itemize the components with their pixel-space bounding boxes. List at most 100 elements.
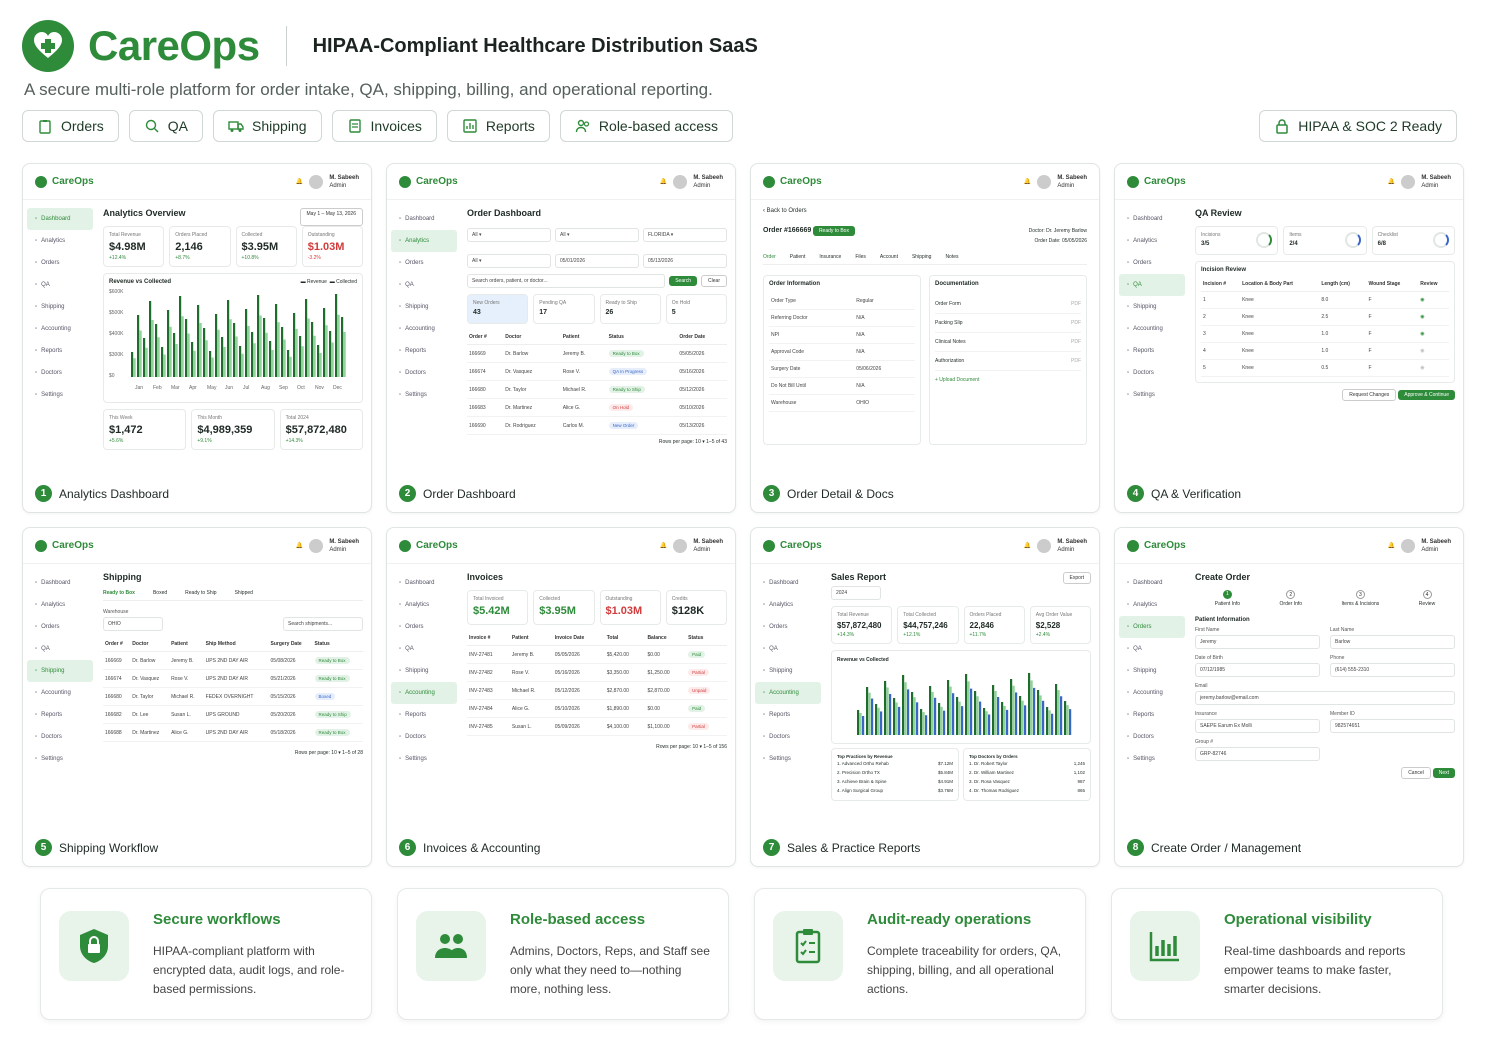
pill-orders[interactable]: Orders xyxy=(22,110,119,142)
sidebar-item-accounting[interactable]: ▫ Accounting xyxy=(23,318,97,340)
field-input[interactable]: 982574651 xyxy=(1330,719,1455,733)
sidebar-item-reports[interactable]: ▫ Reports xyxy=(1115,340,1189,362)
sidebar-item-orders[interactable]: ▫ Orders xyxy=(387,616,461,638)
sidebar-item-reports[interactable]: ▫ Reports xyxy=(751,704,825,726)
sidebar-item-doctors[interactable]: ▫ Doctors xyxy=(1115,726,1189,748)
upload-document-link[interactable]: + Upload Document xyxy=(935,377,980,383)
sidebar-item-analytics[interactable]: ▫ Analytics xyxy=(1115,594,1189,616)
table-row[interactable]: 166680 Dr. Taylor Michael R. Ready to Ship 0… xyxy=(467,380,727,399)
sidebar-item-qa[interactable]: ▫ QA xyxy=(23,638,97,660)
sidebar-item-analytics[interactable]: ▫ Analytics xyxy=(23,594,97,616)
card-order-detail[interactable]: CareOps 🔔 M. Sabeeh Admin ‹ Back to Orders … xyxy=(750,163,1100,513)
sidebar-item-doctors[interactable]: ▫ Doctors xyxy=(1115,362,1189,384)
sidebar-item-doctors[interactable]: ▫ Doctors xyxy=(23,726,97,748)
tab-boxed[interactable]: Boxed xyxy=(152,590,168,596)
sidebar-item-shipping[interactable]: ▫ Shipping xyxy=(387,660,461,682)
tab-patient[interactable]: Patient xyxy=(789,254,806,260)
field-input[interactable]: 07/12/1985 xyxy=(1195,663,1320,677)
card-qa-verification[interactable]: CareOps 🔔 M. Sabeeh Admin ▫ Dashboard ▫ Analyt… xyxy=(1114,163,1464,513)
card-invoices[interactable]: CareOps 🔔 M. Sabeeh Admin ▫ Dashboard ▫ Analyt… xyxy=(386,527,736,867)
card-shipping[interactable]: CareOps 🔔 M. Sabeeh Admin ▫ Dashboard ▫ Analyt… xyxy=(22,527,372,867)
shipping-tabs[interactable]: Ready to Box Boxed Ready to Ship Shipped xyxy=(103,590,363,601)
sidebar-item-dashboard[interactable]: ▫ Dashboard xyxy=(27,208,93,230)
sidebar-item-reports[interactable]: ▫ Reports xyxy=(23,340,97,362)
sidebar-item-orders[interactable]: ▫ Orders xyxy=(387,252,461,274)
document-item[interactable]: Order Form PDF xyxy=(935,295,1081,314)
field-input[interactable]: Barlow xyxy=(1330,635,1455,649)
sidebar-item-shipping[interactable]: ▫ Shipping xyxy=(1115,660,1189,682)
sidebar-item-shipping[interactable]: ▫ Shipping xyxy=(751,660,825,682)
table-row[interactable]: 166669 Dr. Barlow Jeremy B. Ready to Box 05/… xyxy=(467,344,727,363)
sidebar-item-doctors[interactable]: ▫ Doctors xyxy=(387,362,461,384)
table-row[interactable]: INV-27482 Rose V. 05/16/2026 $3,350.00 $1,25… xyxy=(467,663,727,682)
table-row[interactable]: 166680 Dr. Taylor Michael R. FEDEX OVERNIGH… xyxy=(103,687,363,706)
date-range-select[interactable]: May 1 – May 13, 2026 xyxy=(299,208,363,226)
pill-shipping[interactable]: Shipping xyxy=(213,110,322,142)
sidebar-item-orders[interactable]: ▫ Orders xyxy=(1115,252,1189,274)
table-row[interactable]: 166669 Dr. Barlow Jeremy B. UPS 2ND DAY AIR… xyxy=(103,651,363,670)
sidebar-item-doctors[interactable]: ▫ Doctors xyxy=(387,726,461,748)
sidebar-item-dashboard[interactable]: ▫ Dashboard xyxy=(387,208,461,230)
shipment-search[interactable]: Search shipments... xyxy=(283,617,363,631)
sidebar-item-qa[interactable]: ▫ QA xyxy=(751,638,825,660)
sidebar-item-accounting[interactable]: ▫ Accounting xyxy=(387,318,461,340)
sidebar-item-reports[interactable]: ▫ Reports xyxy=(1115,704,1189,726)
pill-role-based-access[interactable]: Role-based access xyxy=(559,110,733,142)
sidebar-item-doctors[interactable]: ▫ Doctors xyxy=(23,362,97,384)
sidebar-item-settings[interactable]: ▫ Settings xyxy=(751,748,825,770)
tab-ready-to-ship[interactable]: Ready to Ship xyxy=(185,590,217,596)
approve-button[interactable]: Approve & Continue xyxy=(1398,390,1455,400)
sidebar-item-reports[interactable]: ▫ Reports xyxy=(387,704,461,726)
sidebar-item-accounting[interactable]: ▫ Accounting xyxy=(1115,318,1189,340)
field-input[interactable]: GRP-82746 xyxy=(1195,747,1320,761)
sidebar-item-shipping[interactable]: ▫ Shipping xyxy=(27,660,93,682)
table-row[interactable]: INV-27484 Alice G. 05/10/2026 $1,890.00 $0.0… xyxy=(467,699,727,718)
tab-account[interactable]: Account xyxy=(879,254,898,260)
eye-icon[interactable]: ◉ xyxy=(1420,331,1425,337)
sidebar-item-analytics[interactable]: ▫ Analytics xyxy=(387,594,461,616)
sidebar-item-dashboard[interactable]: ▫ Dashboard xyxy=(751,572,825,594)
tab-shipped[interactable]: Shipped xyxy=(234,590,253,596)
sidebar-item-settings[interactable]: ▫ Settings xyxy=(387,384,461,406)
table-row[interactable]: INV-27483 Michael R. 05/12/2026 $2,870.00 $2… xyxy=(467,681,727,700)
sidebar-item-dashboard[interactable]: ▫ Dashboard xyxy=(387,572,461,594)
sidebar-item-dashboard[interactable]: ▫ Dashboard xyxy=(1115,572,1189,594)
export-button[interactable]: Export xyxy=(1062,572,1091,584)
sidebar-item-orders[interactable]: ▫ Orders xyxy=(751,616,825,638)
warehouse-select[interactable]: OHIO xyxy=(103,617,163,631)
sidebar-item-qa[interactable]: ▫ QA xyxy=(387,638,461,660)
sidebar-item-qa[interactable]: ▫ QA xyxy=(1119,274,1185,296)
sidebar-item-accounting[interactable]: ▫ Accounting xyxy=(391,682,457,704)
sidebar-item-qa[interactable]: ▫ QA xyxy=(1115,638,1189,660)
sidebar-item-settings[interactable]: ▫ Settings xyxy=(23,748,97,770)
sidebar-item-orders[interactable]: ▫ Orders xyxy=(23,616,97,638)
table-row[interactable]: 4 Knee 1.0 F ◉ xyxy=(1201,342,1449,360)
card-order-dashboard[interactable]: CareOps 🔔 M. Sabeeh Admin ▫ Dashboard ▫ Analyt… xyxy=(386,163,736,513)
sidebar-item-shipping[interactable]: ▫ Shipping xyxy=(387,296,461,318)
sidebar-item-settings[interactable]: ▫ Settings xyxy=(23,384,97,406)
table-row[interactable]: 166682 Dr. Lee Susan L. UPS GROUND 05/20/202… xyxy=(103,705,363,724)
sidebar-item-reports[interactable]: ▫ Reports xyxy=(387,340,461,362)
document-item[interactable]: Clinical Notes PDF xyxy=(935,333,1081,352)
eye-icon[interactable]: ◉ xyxy=(1420,314,1425,320)
table-row[interactable]: INV-27481 Jeremy B. 05/05/2026 $5,420.00 $0.… xyxy=(467,645,727,664)
card-analytics-dashboard[interactable]: CareOps 🔔 M. Sabeeh Admin ▫ Dashboard ▫ Analy… xyxy=(22,163,372,513)
table-row[interactable]: 5 Knee 0.5 F ◉ xyxy=(1201,359,1449,377)
field-input[interactable]: jeremy.barlow@email.com xyxy=(1195,691,1455,705)
tab-files[interactable]: Files xyxy=(855,254,866,260)
sidebar-item-shipping[interactable]: ▫ Shipping xyxy=(1115,296,1189,318)
sidebar-item-qa[interactable]: ▫ QA xyxy=(23,274,97,296)
next-button[interactable]: Next xyxy=(1432,768,1455,778)
eye-off-icon[interactable]: ◉ xyxy=(1420,365,1425,371)
sidebar-item-settings[interactable]: ▫ Settings xyxy=(1115,748,1189,770)
sidebar-item-doctors[interactable]: ▫ Doctors xyxy=(751,726,825,748)
sidebar-item-settings[interactable]: ▫ Settings xyxy=(387,748,461,770)
sidebar-item-analytics[interactable]: ▫ Analytics xyxy=(391,230,457,252)
table-row[interactable]: 166683 Dr. Martinez Alice G. On Hold 05/10/2… xyxy=(467,398,727,417)
table-row[interactable]: 166674 Dr. Vasquez Rose V. QA In Progress 05… xyxy=(467,362,727,381)
pill-reports[interactable]: Reports xyxy=(446,110,550,142)
sidebar-item-qa[interactable]: ▫ QA xyxy=(387,274,461,296)
table-row[interactable]: 2 Knee 2.5 F ◉ xyxy=(1201,308,1449,326)
sidebar-item-settings[interactable]: ▫ Settings xyxy=(1115,384,1189,406)
sidebar-item-dashboard[interactable]: ▫ Dashboard xyxy=(1115,208,1189,230)
